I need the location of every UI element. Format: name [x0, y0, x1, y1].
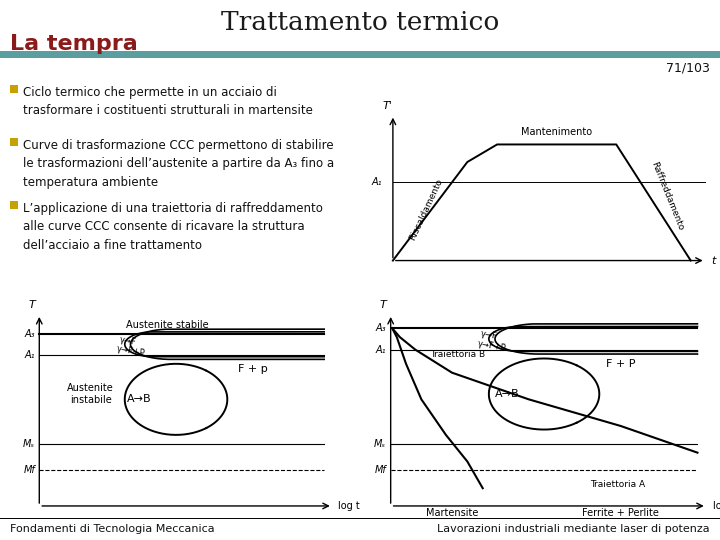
Text: F + p: F + p [238, 364, 268, 374]
Text: Ferrite + Perlite: Ferrite + Perlite [582, 508, 660, 518]
Text: Traiettoria B: Traiettoria B [431, 350, 486, 360]
Text: Lavorazioni industriali mediante laser di potenza: Lavorazioni industriali mediante laser d… [437, 524, 710, 534]
Text: A₁: A₁ [24, 350, 35, 360]
Text: Trattamento termico: Trattamento termico [221, 10, 499, 35]
Text: A₁: A₁ [376, 345, 386, 355]
Text: Austenite
instabile: Austenite instabile [67, 383, 114, 405]
Bar [10, 138, 18, 146]
Bar [0, 51, 720, 58]
Text: 71/103: 71/103 [666, 62, 710, 75]
Text: log t: log t [338, 501, 360, 511]
Text: A→B: A→B [495, 389, 520, 399]
Text: T: T [28, 300, 35, 310]
Text: A₃: A₃ [376, 323, 386, 333]
Text: Mantenimento: Mantenimento [521, 127, 593, 137]
Text: Martensite: Martensite [426, 508, 478, 518]
Text: Mf: Mf [23, 465, 35, 475]
Text: Mₛ: Mₛ [23, 439, 35, 449]
Text: F + P: F + P [606, 359, 636, 369]
Text: Curve di trasformazione CCC permettono di stabilire
le trasformazioni dell’auste: Curve di trasformazione CCC permettono d… [23, 139, 334, 189]
Text: Traiettoria A: Traiettoria A [590, 480, 645, 489]
Text: A₃: A₃ [24, 329, 35, 339]
Text: Riscaldamento: Riscaldamento [408, 177, 444, 241]
Text: γ→F+P: γ→F+P [477, 339, 507, 353]
Text: A→B: A→B [127, 394, 151, 404]
Text: Mₛ: Mₛ [374, 439, 386, 449]
Text: T': T' [382, 100, 392, 111]
Text: log t: log t [713, 501, 720, 511]
Text: A₁: A₁ [372, 177, 382, 187]
Text: T: T [379, 300, 386, 310]
Text: L’applicazione di una traiettoria di raffreddamento
alle curve CCC consente di r: L’applicazione di una traiettoria di raf… [23, 202, 323, 252]
Text: γ→F: γ→F [480, 329, 498, 341]
Text: γ→F+P: γ→F+P [115, 345, 145, 359]
Bar [10, 85, 18, 93]
Text: Austenite stabile: Austenite stabile [126, 320, 209, 330]
Bar [10, 201, 18, 209]
Text: Fondamenti di Tecnologia Meccanica: Fondamenti di Tecnologia Meccanica [10, 524, 215, 534]
Text: Ciclo termico che permette in un acciaio di
trasformare i costituenti struttural: Ciclo termico che permette in un acciaio… [23, 86, 313, 118]
Text: La tempra: La tempra [10, 34, 138, 54]
Text: t: t [711, 255, 716, 266]
Text: γ→F: γ→F [119, 335, 137, 347]
Text: Raffreddamento: Raffreddamento [649, 160, 685, 232]
Text: Mf: Mf [374, 465, 386, 475]
